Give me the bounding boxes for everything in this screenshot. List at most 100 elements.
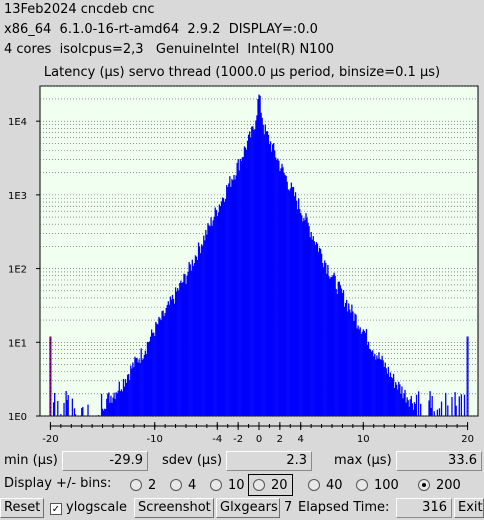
histogram-bar (115, 392, 117, 416)
histogram-bar (142, 358, 144, 416)
histogram-bar (275, 157, 277, 416)
histogram-bar (408, 406, 410, 416)
histogram-bar (300, 212, 302, 416)
histogram-bar (271, 144, 274, 416)
histogram-bar (375, 359, 377, 416)
histogram-bar (226, 185, 228, 416)
histogram-bar (351, 304, 353, 416)
histogram-bar (213, 216, 215, 416)
histogram-bar (137, 362, 139, 416)
histogram-bar (111, 402, 113, 416)
histogram-bar (194, 255, 197, 416)
histogram-bar (352, 311, 354, 416)
bins-option-20[interactable]: 20 (248, 474, 293, 496)
histogram-bar (357, 325, 359, 416)
radio-icon (253, 479, 265, 491)
x-tick-label: -20 (42, 434, 58, 445)
bins-option-4[interactable]: 4 (170, 476, 196, 494)
histogram-bar (125, 382, 128, 416)
histogram-bar (196, 260, 199, 416)
histogram-bar (428, 400, 430, 416)
min-value-field[interactable]: -29.9 (62, 451, 148, 471)
histogram-bar (174, 287, 177, 416)
histogram-bar (294, 192, 297, 416)
histogram-bar (119, 391, 121, 416)
max-value-field[interactable]: 33.6 (396, 451, 482, 471)
histogram-bar (265, 131, 267, 417)
chart-title: Latency (µs) servo thread (1000.0 µs per… (43, 65, 441, 80)
histogram-bar (280, 168, 282, 416)
histogram-bar (403, 393, 405, 416)
y-tick-label: 1E3 (8, 191, 27, 202)
histogram-bar (54, 392, 56, 416)
histogram-bar (359, 327, 361, 416)
histogram-bar (225, 198, 227, 416)
ylogscale-checkbox[interactable]: ✓ ylogscale (50, 500, 128, 515)
histogram-bar (277, 158, 279, 416)
histogram-bar (399, 384, 401, 416)
histogram-bar (362, 329, 364, 416)
histogram-bar (210, 217, 212, 416)
bins-option-2[interactable]: 2 (130, 476, 156, 494)
histogram-bar (314, 244, 317, 416)
histogram-bar (335, 288, 337, 416)
sdev-value-field[interactable]: 2.3 (226, 451, 312, 471)
screenshot-button[interactable]: Screenshot (134, 498, 214, 518)
histogram-bar (388, 376, 391, 416)
bins-option-100[interactable]: 100 (356, 476, 399, 494)
histogram-bar (215, 209, 217, 416)
bins-option-40[interactable]: 40 (308, 476, 343, 494)
histogram-bar (348, 303, 350, 416)
histogram-bar (295, 200, 298, 416)
elapsed-time-field[interactable]: 316 (396, 498, 452, 518)
histogram-bar (209, 226, 211, 416)
histogram-bar (355, 314, 357, 416)
histogram-bar (341, 293, 344, 416)
histogram-bar (291, 187, 294, 416)
histogram-bar (327, 264, 329, 416)
histogram-bar (368, 348, 371, 416)
histogram-bar (353, 320, 355, 416)
histogram-bar (406, 397, 408, 416)
bins-option-200[interactable]: 200 (418, 476, 461, 494)
histogram-bar (236, 163, 238, 416)
elapsed-time-label: Elapsed Time: (298, 500, 390, 515)
radio-icon (210, 479, 222, 491)
histogram-bar (310, 231, 312, 416)
histogram-bar (128, 374, 130, 416)
histogram-bar (337, 281, 339, 416)
histogram-bar (372, 350, 374, 416)
histogram-bar (200, 253, 202, 416)
histogram-bar (152, 332, 154, 416)
histogram-bar (261, 117, 263, 417)
histogram-bar (286, 181, 288, 416)
histogram-bar (283, 172, 285, 416)
histogram-bar (447, 405, 449, 416)
histogram-bar (270, 151, 273, 416)
histogram-bar (257, 99, 259, 417)
histogram-bar (208, 225, 210, 416)
bins-option-10[interactable]: 10 (210, 476, 245, 494)
reset-button[interactable]: Reset (0, 498, 44, 518)
histogram-bar (179, 282, 181, 416)
histogram-bar (293, 196, 296, 416)
histogram-bar (274, 150, 276, 417)
histogram-bar (132, 362, 134, 416)
histogram-bar (259, 95, 261, 417)
histogram-bar (221, 197, 224, 416)
histogram-bar (346, 299, 348, 416)
glxgears-button[interactable]: Glxgears (216, 498, 280, 518)
histogram-bar (185, 283, 187, 416)
histogram-bar (316, 243, 319, 416)
exit-button[interactable]: Exit (454, 498, 484, 518)
histogram-bar (223, 201, 226, 416)
histogram-bar (244, 147, 247, 417)
histogram-bar (311, 239, 313, 416)
histogram-bar (284, 174, 286, 416)
histogram-bar (205, 229, 207, 416)
histogram-bar (157, 324, 159, 416)
histogram-bar (292, 186, 295, 416)
histogram-bar (332, 274, 334, 416)
histogram-bar (240, 160, 242, 416)
histogram-bar (159, 318, 161, 416)
